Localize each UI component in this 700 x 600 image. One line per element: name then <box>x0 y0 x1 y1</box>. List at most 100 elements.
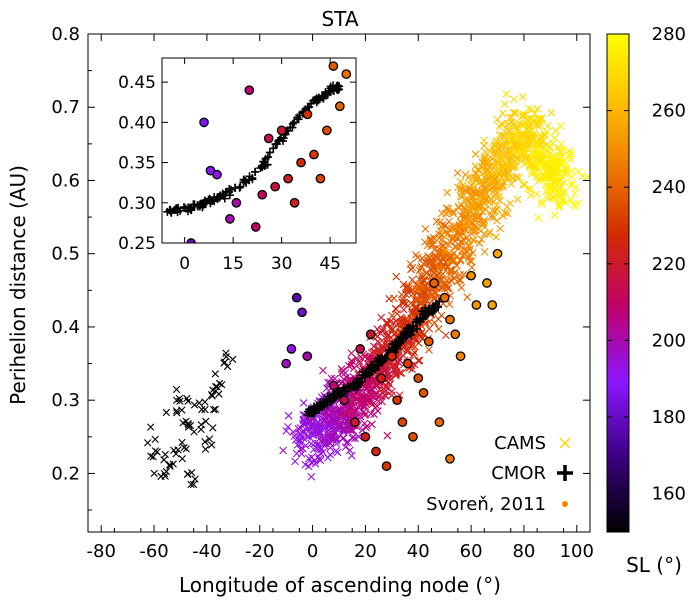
cams-point <box>373 325 382 333</box>
cams-point <box>284 423 292 431</box>
inset-cmor-point <box>258 163 267 172</box>
cams-point-dark <box>195 399 203 407</box>
cams-point-dark <box>153 448 161 456</box>
cams-point <box>314 428 323 437</box>
cams-point <box>571 183 580 192</box>
cams-point <box>503 122 512 131</box>
cams-point <box>399 305 408 314</box>
cams-point <box>316 443 325 452</box>
cmor-point <box>374 361 383 370</box>
cams-point <box>526 185 535 194</box>
cams-point <box>324 411 333 419</box>
colorbar-label: SL (°) <box>626 553 682 577</box>
cams-point <box>368 400 377 409</box>
inset-cmor-point <box>318 93 327 102</box>
svoren-point <box>286 344 297 354</box>
cams-point <box>388 325 397 333</box>
cams-point <box>460 203 469 212</box>
cams-point <box>402 290 410 299</box>
cams-point <box>468 236 477 244</box>
cams-point <box>475 202 484 211</box>
inset-cmor-point <box>210 193 219 202</box>
cams-point <box>464 186 473 195</box>
cams-point <box>542 166 551 175</box>
cams-point <box>526 122 535 131</box>
cams-point <box>437 258 446 267</box>
cams-point-dark <box>151 435 159 444</box>
svoren-point <box>376 373 387 384</box>
svoren-point <box>355 344 365 354</box>
cams-point <box>376 329 385 338</box>
cmor-point <box>415 317 424 326</box>
svoren-point <box>360 431 371 442</box>
y-axis-label: Perihelion distance (AU) <box>6 165 30 405</box>
cams-point <box>503 209 512 218</box>
x-tick-label: 100 <box>560 541 594 562</box>
cmor-point <box>309 405 318 414</box>
y-tick-label: 0.2 <box>51 463 80 484</box>
cams-point <box>488 206 497 215</box>
cams-point <box>366 377 375 385</box>
cams-point <box>453 169 462 177</box>
cams-point <box>331 415 340 424</box>
inset-background <box>161 57 357 244</box>
cams-point <box>435 263 444 272</box>
legend-cmor-marker <box>557 465 573 481</box>
cams-point <box>480 141 488 150</box>
cams-point <box>537 200 546 208</box>
cams-point <box>552 153 561 162</box>
cams-point-dark <box>169 460 177 468</box>
cams-point <box>331 447 340 455</box>
cams-point <box>424 258 432 267</box>
cams-point <box>386 324 395 333</box>
inset-svoren-point <box>309 149 319 160</box>
cams-point <box>412 250 420 259</box>
cams-point <box>494 145 503 154</box>
cams-point <box>313 444 322 453</box>
cams-point <box>438 220 447 229</box>
cams-point <box>567 173 576 181</box>
cams-point-dark <box>198 405 206 414</box>
cams-point <box>535 121 544 130</box>
cams-point <box>341 424 349 433</box>
cams-point <box>307 472 316 481</box>
cams-point <box>425 345 433 354</box>
cams-point <box>550 178 559 187</box>
cams-point <box>424 252 432 260</box>
legend-svoren-label: Svoreň, 2011 <box>426 494 546 515</box>
inset-cmor-point <box>176 206 185 215</box>
inset-cmor-point <box>256 164 265 173</box>
cams-point <box>335 404 344 413</box>
cams-point <box>325 438 334 447</box>
cams-point <box>495 170 504 178</box>
cams-point <box>475 239 484 248</box>
inset-cmor-point <box>236 182 245 191</box>
cams-point <box>461 186 470 195</box>
x-tick-label: -80 <box>87 541 116 562</box>
cams-point <box>445 253 454 262</box>
cams-point-dark <box>172 385 181 394</box>
inset-cmor-point <box>180 203 189 212</box>
cams-point <box>483 156 492 165</box>
cams-point-dark <box>160 456 168 464</box>
cams-point <box>530 109 539 118</box>
cams-point <box>459 185 468 194</box>
cams-point <box>545 143 554 152</box>
cams-point <box>460 220 469 229</box>
svoren-point <box>439 292 450 303</box>
cams-point <box>508 136 517 145</box>
inset-svoren-point <box>296 157 306 168</box>
cams-point <box>554 200 563 209</box>
cams-point <box>498 155 507 163</box>
inset-svoren-point <box>315 173 326 184</box>
cams-point <box>298 444 307 453</box>
cams-point <box>315 455 323 464</box>
svoren-point <box>328 380 339 391</box>
cams-point <box>363 421 371 430</box>
cams-point <box>304 454 313 463</box>
cams-point <box>414 356 423 365</box>
cams-point <box>498 109 507 118</box>
cams-point <box>344 361 353 370</box>
cams-point-dark <box>178 455 187 463</box>
colorbar-tick-label: 160 <box>652 484 686 505</box>
